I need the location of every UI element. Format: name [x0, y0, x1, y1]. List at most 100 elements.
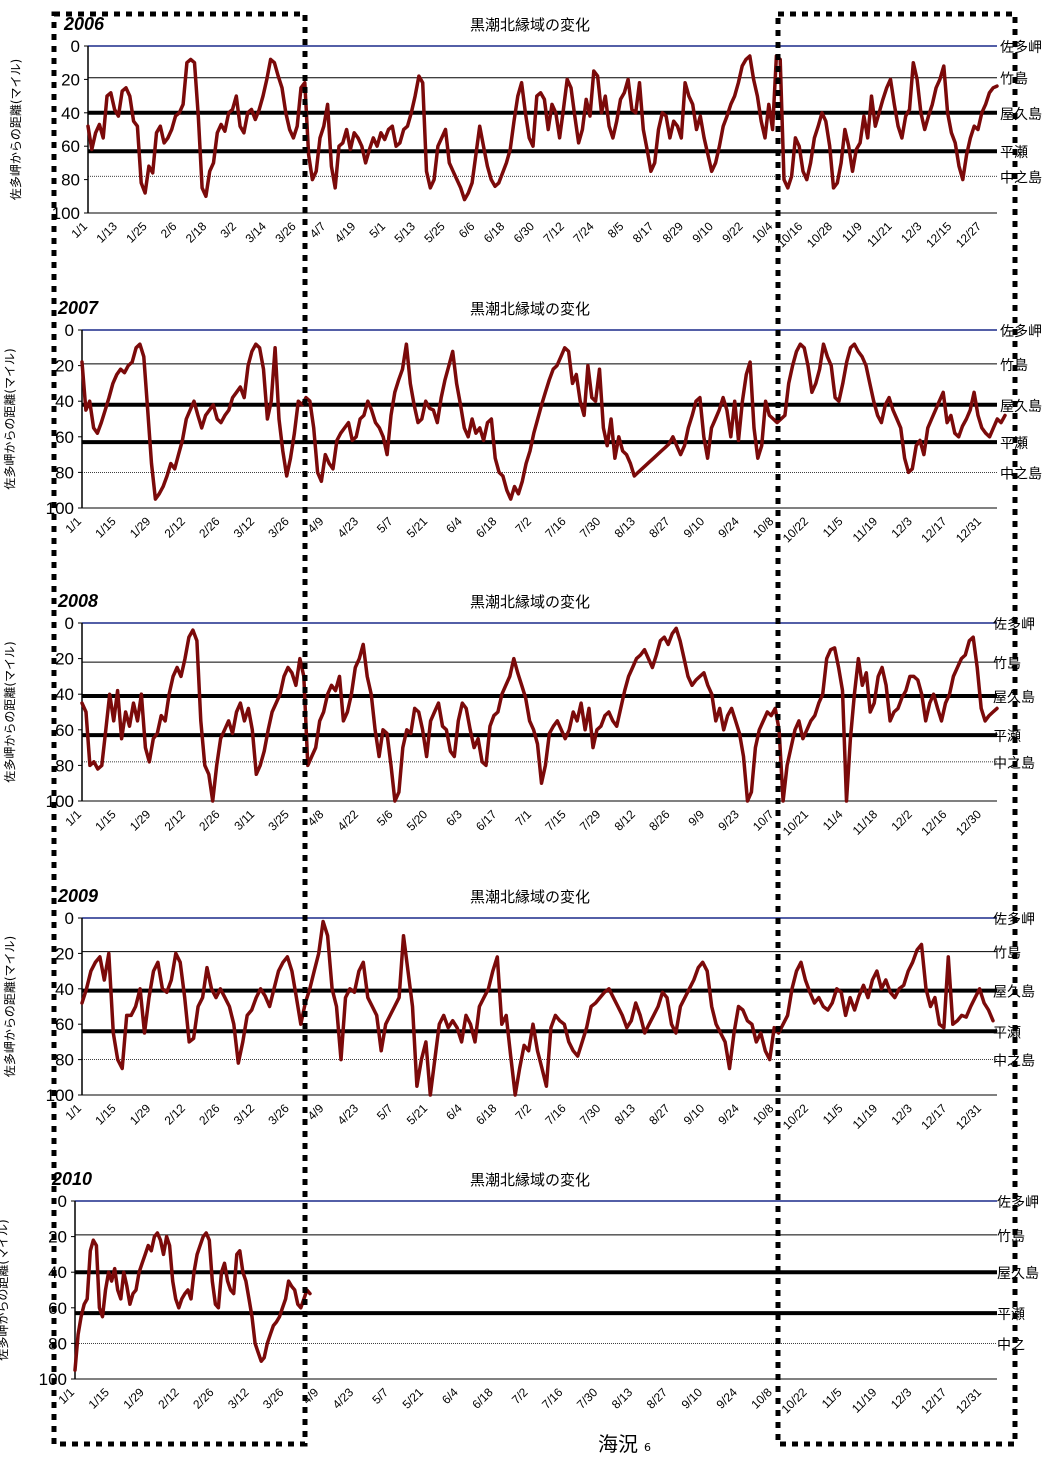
x-tick-label: 2/26: [196, 514, 223, 541]
y-tick-label: 100: [52, 204, 80, 223]
x-tick-label: 5/7: [374, 514, 396, 536]
year-label: 2007: [57, 298, 99, 318]
y-axis-label: 佐多岬からの距離(マイル): [0, 1219, 10, 1360]
x-tick-label: 12/3: [888, 1385, 915, 1412]
x-tick-label: 5/21: [400, 1385, 427, 1412]
x-tick-label: 11/4: [820, 807, 846, 833]
reference-label: 屋久島: [1000, 107, 1042, 123]
x-tick-label: 5/7: [374, 1101, 396, 1123]
y-tick-label: 20: [61, 70, 80, 89]
x-tick-label: 4/9: [305, 514, 327, 536]
x-tick-label: 2/26: [196, 1101, 223, 1128]
x-tick-label: 6/6: [456, 219, 478, 241]
x-tick-label: 9/24: [714, 1385, 741, 1412]
x-tick-label: 7/30: [577, 1101, 604, 1128]
chart-panel-2010: 黒潮北縁域の変化2010佐多岬からの距離(マイル)020406080100佐多岬…: [0, 1169, 1039, 1416]
y-axis-label: 佐多岬からの距離(マイル): [9, 59, 23, 200]
chart-title: 黒潮北縁域の変化: [470, 16, 590, 34]
x-tick-label: 5/25: [421, 219, 448, 246]
period-highlight-boxes: [51, 11, 1018, 1447]
reference-label: 佐多岬: [993, 616, 1035, 633]
y-tick-label: 0: [65, 909, 74, 928]
x-tick-label: 2/12: [155, 1385, 182, 1412]
x-tick-label: 4/9: [305, 1101, 327, 1123]
y-tick-label: 40: [55, 392, 74, 411]
x-tick-label: 3/12: [231, 1101, 258, 1128]
x-tick-label: 8/29: [660, 219, 687, 246]
x-tick-label: 6/4: [443, 1101, 465, 1123]
y-axis-label: 佐多岬からの距離(マイル): [3, 348, 17, 489]
x-tick-label: 3/26: [272, 219, 299, 246]
x-tick-label: 6/4: [443, 514, 465, 536]
x-tick-label: 7/15: [542, 807, 569, 834]
x-tick-label: 2/12: [162, 514, 189, 541]
x-tick-label: 7/12: [541, 219, 568, 246]
x-tick-label: 6/18: [469, 1385, 496, 1412]
y-tick-label: 0: [65, 614, 74, 633]
reference-label: 中之: [997, 1337, 1025, 1353]
x-tick-label: 11/19: [850, 1101, 881, 1132]
x-tick-label: 12/17: [918, 1101, 949, 1132]
x-tick-label: 12/31: [953, 1385, 984, 1416]
y-tick-label: 80: [48, 1334, 67, 1353]
x-tick-label: 12/3: [888, 514, 915, 541]
period-box: [51, 11, 308, 1447]
y-tick-label: 80: [55, 756, 74, 775]
x-tick-label: 3/26: [260, 1385, 287, 1412]
page-footer: 海況 6: [598, 1428, 651, 1457]
x-tick-label: 9/10: [690, 219, 717, 246]
x-tick-label: 4/23: [335, 1101, 362, 1128]
y-tick-label: 0: [65, 321, 74, 340]
x-tick-label: 1/13: [94, 219, 121, 246]
x-tick-label: 9/22: [719, 219, 746, 246]
x-tick-label: 12/15: [923, 219, 954, 250]
x-tick-label: 5/13: [392, 219, 419, 246]
x-tick-label: 4/19: [332, 219, 359, 246]
x-tick-label: 11/5: [820, 1101, 846, 1127]
x-tick-label: 7/24: [570, 219, 597, 246]
x-tick-label: 12/17: [918, 1385, 949, 1416]
x-tick-label: 2/12: [162, 1101, 189, 1128]
reference-label: 屋久島: [1000, 399, 1042, 415]
reference-label: 屋久島: [997, 1266, 1039, 1282]
y-tick-label: 80: [55, 463, 74, 482]
x-tick-label: 3/12: [225, 1385, 252, 1412]
x-tick-label: 8/27: [646, 1101, 673, 1128]
x-tick-label: 3/11: [231, 807, 257, 833]
y-tick-label: 60: [55, 1015, 74, 1034]
reference-label: 竹島: [997, 1229, 1025, 1245]
x-tick-label: 11/5: [819, 1385, 845, 1411]
x-tick-label: 8/5: [605, 219, 627, 241]
reference-label: 屋久島: [993, 690, 1035, 706]
x-tick-label: 10/7: [750, 807, 777, 834]
x-tick-label: 10/22: [779, 1385, 810, 1416]
x-tick-label: 3/12: [231, 514, 258, 541]
x-tick-label: 12/3: [898, 219, 925, 246]
y-tick-label: 20: [55, 944, 74, 963]
x-tick-label: 12/17: [918, 514, 949, 545]
y-tick-label: 40: [55, 685, 74, 704]
x-tick-label: 11/18: [850, 807, 881, 838]
x-tick-label: 5/20: [404, 807, 431, 834]
x-tick-label: 9/10: [679, 1385, 706, 1412]
x-tick-label: 5/21: [404, 514, 431, 541]
y-tick-label: 0: [58, 1192, 67, 1211]
x-tick-label: 4/23: [335, 514, 362, 541]
x-tick-label: 10/8: [748, 1385, 775, 1412]
reference-label: 佐多岬: [1000, 39, 1042, 56]
x-tick-label: 11/19: [849, 1385, 880, 1416]
data-series-line: [80, 919, 995, 1097]
reference-label: 中之島: [1000, 170, 1042, 186]
x-tick-label: 5/21: [404, 1101, 431, 1128]
data-series-line: [80, 626, 999, 803]
y-tick-label: 100: [46, 792, 74, 811]
x-tick-label: 12/31: [953, 514, 984, 545]
x-tick-label: 3/14: [243, 219, 270, 246]
x-tick-label: 11/5: [820, 514, 846, 540]
x-tick-label: 7/16: [542, 1101, 569, 1128]
reference-label: 平瀬: [997, 1307, 1025, 1323]
y-axis-label: 佐多岬からの距離(マイル): [3, 641, 17, 782]
y-tick-label: 40: [55, 980, 74, 999]
year-label: 2008: [57, 591, 98, 611]
